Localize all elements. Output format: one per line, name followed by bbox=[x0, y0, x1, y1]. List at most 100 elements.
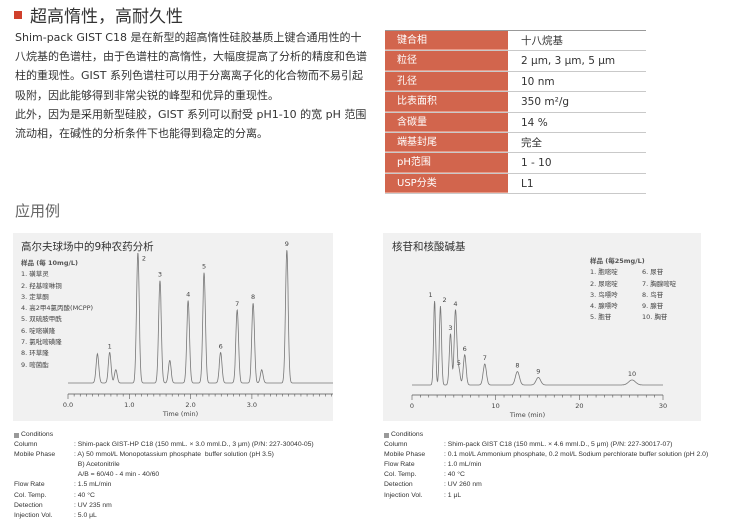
chromatogram: 1 2 3 4 5 6 7 8 9 0.0 1.0 2.0 3.0 Time (min) bbox=[63, 240, 333, 418]
peak-label: 5 bbox=[457, 359, 461, 367]
spec-value: 10 nm bbox=[521, 75, 555, 88]
spec-key: USP分类 bbox=[385, 173, 508, 194]
spec-value: 14 % bbox=[521, 116, 548, 129]
spec-value: 2 μm, 3 μm, 5 μm bbox=[521, 55, 616, 68]
condition-row: Column: Shim-pack GIST-HP C18 (150 mmL. … bbox=[14, 441, 314, 449]
peak-label: 5 bbox=[202, 263, 206, 271]
condition-row: Col. Temp.: 40 °C bbox=[384, 471, 465, 479]
spec-value: 十八烷基 bbox=[521, 35, 563, 47]
spec-row: pH范围 1 - 10 bbox=[385, 153, 646, 174]
chart-legend: 样品 (每25mg/L) 1. 胞嘧啶 2. 尿嘧啶 3. 鸟嘌呤 4. 腺嘌呤 5. 胞… bbox=[590, 256, 700, 324]
condition-row: Detection: UV 260 nm bbox=[384, 481, 482, 489]
x-tick-label: 30 bbox=[659, 402, 667, 410]
peak-label: 6 bbox=[219, 342, 223, 350]
peak-label: 10 bbox=[628, 370, 636, 378]
legend-item: 4. 高2甲4氯丙酸(MCPP) bbox=[21, 304, 94, 313]
condition-row: Mobile Phase: 0.1 mol/L Ammonium phospha… bbox=[384, 451, 709, 459]
page-heading: 超高惰性，高耐久性 bbox=[14, 2, 183, 27]
x-tick-label: 0.0 bbox=[63, 401, 73, 409]
peak-label: 8 bbox=[251, 293, 255, 301]
spec-row: 端基封尾 完全 bbox=[385, 132, 646, 154]
legend-title: 样品 (每25mg/L) bbox=[590, 257, 645, 265]
legend-item: 3. 鸟嘌呤 bbox=[590, 290, 618, 299]
spec-key: 孔径 bbox=[385, 71, 508, 92]
heading-marker-icon bbox=[14, 10, 22, 19]
x-tick-label: 0 bbox=[410, 402, 414, 410]
peak-label: 9 bbox=[536, 367, 540, 375]
paragraph: Shim-pack GIST C18 是在新型的超高惰性硅胶基质上键合通用性的十… bbox=[15, 31, 367, 102]
legend-item: 2. 羟基喹啉铜 bbox=[21, 281, 62, 290]
conditions-right: Conditions Column: Shim-pack GIST C18 (15… bbox=[384, 430, 746, 501]
legend-item: 6. 啶嘧磺隆 bbox=[21, 326, 56, 335]
legend-item: 1. 胞嘧啶 bbox=[590, 268, 618, 277]
legend-item: 9. 腺苷 bbox=[642, 302, 664, 311]
peak-label: 9 bbox=[285, 240, 289, 248]
peak-label: 7 bbox=[483, 354, 487, 362]
spec-row: 键合相 十八烷基 bbox=[385, 31, 646, 52]
x-axis-label: Time (min) bbox=[509, 411, 545, 419]
spec-table: 键合相 十八烷基粒径 2 μm, 3 μm, 5 μm 孔径 10 nm 比表面积 350 … bbox=[385, 30, 646, 195]
legend-item: 5. 胞苷 bbox=[590, 313, 612, 322]
peak-label: 3 bbox=[448, 324, 452, 332]
condition-row: A/B = 60/40 - 4 min - 40/60 bbox=[74, 471, 160, 479]
condition-row: Column: Shim-pack GIST C18 (150 mmL. × 4… bbox=[384, 441, 673, 449]
spec-key: 键合相 bbox=[385, 31, 508, 51]
legend-item: 8. 鸟苷 bbox=[642, 290, 664, 299]
spec-key: pH范围 bbox=[385, 153, 508, 173]
x-tick-label: 2.0 bbox=[185, 401, 195, 409]
spec-value: L1 bbox=[521, 177, 534, 190]
spec-key: 含碳量 bbox=[385, 112, 508, 132]
x-tick-label: 3.0 bbox=[247, 401, 257, 409]
condition-row: Detection: UV 235 nm bbox=[14, 501, 112, 509]
peak-label: 1 bbox=[428, 291, 432, 299]
square-icon bbox=[14, 432, 19, 438]
chart-legend: 样品 (每 10mg/L) 1. 磺草灵 2. 羟基喹啉铜 3. 定草酮 4. 高2甲4… bbox=[21, 258, 93, 371]
square-icon bbox=[384, 432, 389, 438]
peak-label: 3 bbox=[158, 271, 162, 279]
section-title: 应用例 bbox=[15, 202, 61, 220]
chromatogram: 1 2 3 4 56 7 8 9 10 0 10 20 30 Time (min) bbox=[410, 291, 667, 419]
legend-title: 样品 (每 10mg/L) bbox=[21, 259, 78, 267]
condition-row: Flow Rate: 1.5 mL/min bbox=[14, 481, 112, 489]
peak-label: 4 bbox=[453, 300, 457, 308]
chart-title: 核苷和核酸碱基 bbox=[392, 241, 466, 253]
spec-row: 粒径 2 μm, 3 μm, 5 μm bbox=[385, 51, 646, 72]
legend-item: 10. 胸苷 bbox=[642, 313, 668, 322]
conditions-title: Conditions bbox=[384, 430, 746, 440]
spec-key: 比表面积 bbox=[385, 92, 508, 112]
paragraph: 此外，因为是采用新型硅胶，GIST 系列可以耐受 pH1-10 的宽 pH 范围… bbox=[15, 107, 367, 141]
peak-label: 1 bbox=[108, 342, 112, 350]
x-tick-label: 1.0 bbox=[124, 401, 134, 409]
condition-row: Flow Rate: 1.0 mL/min bbox=[384, 461, 482, 469]
condition-row: Col. Temp.: 40 °C bbox=[14, 491, 95, 499]
legend-item: 7. 氯吡嘧磺隆 bbox=[21, 338, 62, 347]
x-axis-label: Time (min) bbox=[162, 410, 198, 418]
peak-label: 4 bbox=[186, 291, 190, 299]
spec-row: 比表面积 350 m²/g bbox=[385, 92, 646, 113]
peak-label: 7 bbox=[235, 300, 239, 308]
legend-item: 9. 嘧菌酯 bbox=[21, 360, 49, 369]
spec-value: 350 m²/g bbox=[521, 96, 570, 109]
spec-value: 1 - 10 bbox=[521, 157, 552, 170]
chart-title: 高尔夫球场中的9种农药分析 bbox=[21, 241, 154, 253]
spec-key: 粒径 bbox=[385, 51, 508, 71]
chart-panel-nucleosides: 核苷和核酸碱基 样品 (每25mg/L) 1. 胞嘧啶 2. 尿嘧啶 3. 鸟嘌呤 4.… bbox=[383, 233, 701, 421]
legend-item: 5. 双硫胺甲酰 bbox=[21, 315, 62, 324]
chromatogram-trace bbox=[412, 300, 663, 386]
condition-row: Mobile Phase: A) 50 mmol/L Monopotassium… bbox=[14, 451, 274, 459]
spec-row: USP分类 L1 bbox=[385, 173, 646, 195]
conditions-left: Conditions Column: Shim-pack GIST-HP C18 … bbox=[14, 430, 376, 521]
peak-label: 2 bbox=[142, 255, 146, 263]
condition-row: Injection Vol.: 1 μL bbox=[384, 491, 462, 499]
peak-label: 2 bbox=[442, 296, 446, 304]
legend-item: 7. 胸腺嘧啶 bbox=[642, 279, 677, 288]
x-tick-label: 10 bbox=[492, 402, 500, 410]
chart-panel-pesticides: 高尔夫球场中的9种农药分析 样品 (每 10mg/L) 1. 磺草灵 2. 羟基喹啉… bbox=[13, 233, 333, 421]
chromatogram-trace bbox=[68, 250, 333, 384]
legend-item: 2. 尿嘧啶 bbox=[590, 279, 618, 288]
legend-item: 1. 磺草灵 bbox=[21, 270, 49, 279]
legend-item: 6. 尿苷 bbox=[642, 268, 664, 277]
conditions-title: Conditions bbox=[14, 430, 376, 440]
description: Shim-pack GIST C18 是在新型的超高惰性硅胶基质上键合通用性的十… bbox=[15, 28, 370, 143]
peak-label: 8 bbox=[515, 362, 519, 370]
